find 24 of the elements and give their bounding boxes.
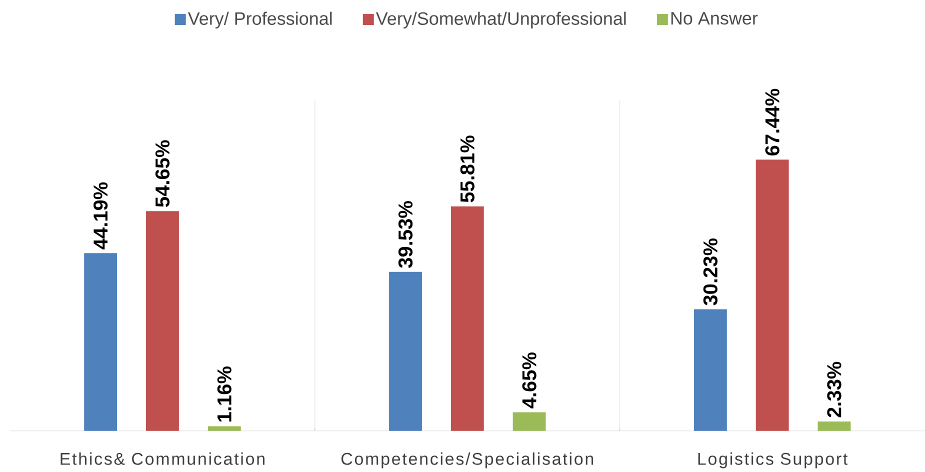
x-tick-label: Logistics Support — [698, 452, 848, 468]
data-label: 30.23% — [703, 238, 718, 306]
data-label: 39.53% — [398, 201, 413, 268]
bar — [208, 426, 241, 431]
bar — [146, 211, 179, 431]
bar — [84, 253, 118, 431]
bar — [450, 206, 484, 431]
bar — [818, 422, 851, 431]
data-label: 54.65% — [155, 140, 170, 207]
x-tick-label: Ethics& Communication — [60, 452, 264, 465]
legend-label: No Answer — [671, 12, 758, 25]
data-label: 2.33% — [827, 362, 842, 418]
legend-label: Very/Somewhat/Unprofessional — [376, 12, 626, 29]
data-label: 55.81% — [460, 136, 474, 202]
bar — [389, 272, 422, 431]
data-label: 4.65% — [522, 352, 536, 408]
bar — [756, 160, 789, 431]
bar — [512, 412, 546, 431]
bar — [694, 309, 727, 431]
legend-label: Very/ Professional — [188, 12, 332, 29]
x-tick-label: Competencies/Specialisation — [341, 452, 594, 468]
data-label: 44.19% — [94, 182, 108, 250]
data-label: 1.16% — [217, 366, 232, 422]
data-label: 67.44% — [765, 88, 780, 156]
